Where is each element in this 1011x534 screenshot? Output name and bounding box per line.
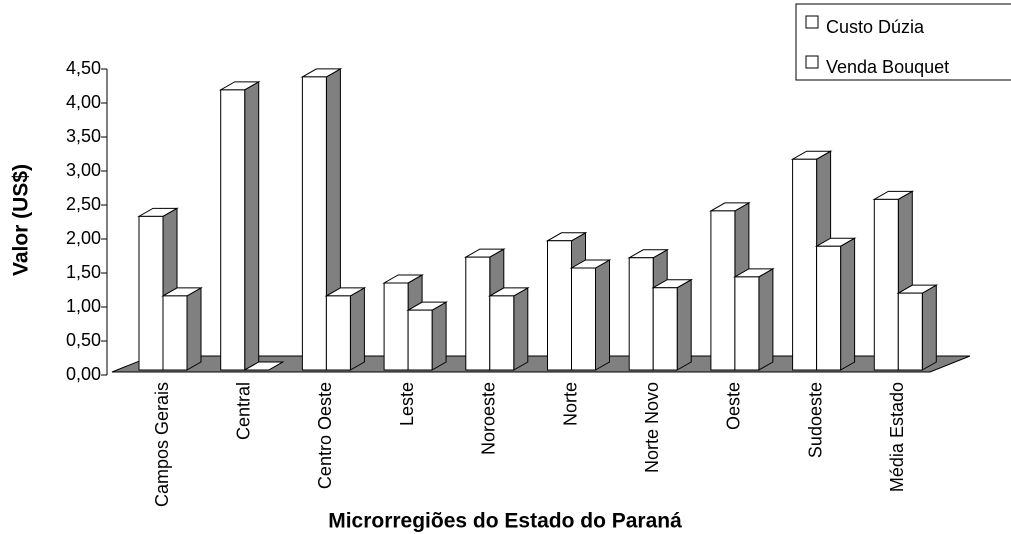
bar-front — [220, 89, 246, 371]
bar-front — [325, 295, 351, 371]
bar-front — [301, 76, 327, 371]
legend-swatch — [805, 15, 819, 29]
x-tick-label: Centro Oeste — [315, 382, 335, 489]
x-tick-label: Leste — [397, 382, 417, 426]
x-tick-label: Norte — [560, 382, 580, 426]
bar-front — [465, 256, 491, 371]
y-tick-label: 4,50 — [66, 58, 101, 78]
legend-swatch — [805, 55, 819, 69]
bar-front — [897, 292, 923, 371]
y-tick-label: 3,00 — [66, 160, 101, 180]
y-tick-label: 0,00 — [66, 364, 101, 384]
x-tick-label: Norte Novo — [642, 382, 662, 473]
bar — [896, 284, 939, 371]
bar — [814, 237, 857, 371]
bar-side — [840, 237, 856, 371]
bar — [242, 361, 285, 371]
bar-front — [873, 198, 899, 371]
bar — [651, 278, 694, 371]
bar-front — [383, 282, 409, 371]
bar-side — [595, 259, 610, 371]
bar-side — [758, 267, 774, 371]
legend-label: Venda Bouquet — [826, 57, 949, 77]
y-tick-label: 1,00 — [66, 296, 101, 316]
bar-side — [921, 284, 937, 371]
legend-label: Custo Dúzia — [826, 17, 925, 37]
bar-front — [628, 257, 654, 371]
bar — [406, 301, 448, 371]
bar — [487, 287, 530, 371]
y-tick-label: 4,00 — [66, 92, 101, 112]
bar-front — [710, 210, 736, 371]
x-tick-label: Campos Gerais — [152, 382, 172, 507]
y-tick-label: 2,50 — [66, 194, 101, 214]
bar — [324, 287, 367, 371]
x-tick-label: Média Estado — [887, 382, 907, 492]
bar — [733, 267, 775, 371]
bar-front — [571, 267, 596, 371]
bar — [218, 80, 261, 371]
bar-front — [162, 295, 188, 371]
bar-side — [676, 278, 692, 371]
y-tick-label: 0,50 — [66, 330, 101, 350]
y-tick-label: 1,50 — [66, 262, 101, 282]
bar-side — [513, 287, 529, 371]
x-tick-label: Sudoeste — [805, 382, 825, 458]
bar-side — [349, 287, 365, 371]
y-tick-label: 3,50 — [66, 126, 101, 146]
y-tick-label: 2,00 — [66, 228, 101, 248]
bar — [161, 287, 203, 371]
legend — [795, 3, 1011, 81]
bar-front — [547, 240, 572, 371]
bar-front — [652, 287, 678, 371]
x-tick-label: Noroeste — [479, 382, 499, 455]
x-tick-label: Oeste — [724, 382, 744, 430]
x-tick-label: Central — [233, 382, 253, 440]
bar-side — [431, 301, 447, 371]
bar-side — [244, 80, 260, 371]
bar-front — [792, 158, 818, 371]
bar-front — [734, 276, 760, 371]
bar-front — [138, 215, 164, 371]
bar-side — [186, 287, 202, 371]
x-axis-title: Microrregiões do Estado do Paraná — [328, 510, 682, 533]
bar — [569, 259, 612, 371]
y-axis-title: Valor (US$) — [10, 164, 33, 276]
bar-front — [489, 295, 515, 371]
bar-front — [816, 245, 842, 371]
bar-front — [407, 309, 433, 371]
